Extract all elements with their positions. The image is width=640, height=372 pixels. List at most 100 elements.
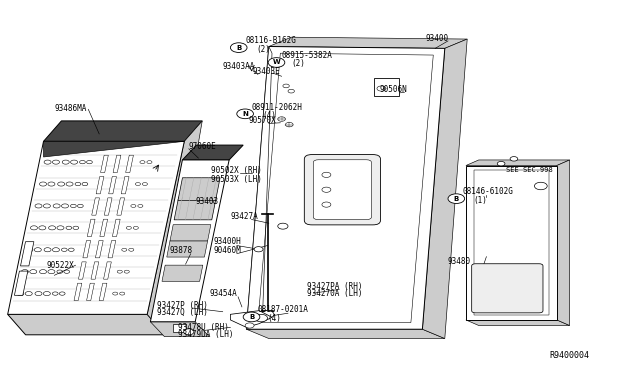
Circle shape [48,182,55,186]
Circle shape [133,226,138,229]
Polygon shape [466,320,570,326]
Text: B: B [236,45,241,51]
Polygon shape [20,242,34,266]
Circle shape [35,204,42,208]
Text: 93878: 93878 [170,246,193,255]
Circle shape [497,161,505,166]
Circle shape [230,43,247,52]
Polygon shape [121,177,129,194]
Text: B: B [249,314,254,320]
Text: 93486MA: 93486MA [54,105,87,113]
Circle shape [26,248,33,252]
Circle shape [57,270,63,273]
Circle shape [52,292,58,295]
Text: 93403: 93403 [195,198,218,206]
Circle shape [113,292,118,295]
Polygon shape [79,262,86,279]
Circle shape [70,160,77,164]
FancyBboxPatch shape [472,264,543,313]
Text: 90506N: 90506N [380,85,407,94]
Polygon shape [109,177,116,194]
FancyBboxPatch shape [305,155,380,225]
Circle shape [261,311,274,318]
Polygon shape [150,160,229,322]
Polygon shape [466,166,557,320]
Circle shape [57,226,64,230]
Circle shape [184,329,194,335]
Polygon shape [557,160,570,326]
Polygon shape [74,283,82,301]
Circle shape [534,182,547,190]
Text: (2): (2) [256,45,270,54]
Polygon shape [125,155,133,173]
Circle shape [142,183,147,186]
Circle shape [40,270,47,274]
Circle shape [322,172,331,177]
Circle shape [136,183,141,186]
Circle shape [61,204,68,208]
Circle shape [237,109,253,119]
Text: 93427PA (RH): 93427PA (RH) [307,282,363,291]
Text: SEE SEC.998: SEE SEC.998 [506,167,552,173]
Circle shape [126,226,131,229]
Circle shape [35,248,42,252]
Text: (4): (4) [262,111,276,120]
Text: 90460M: 90460M [213,246,241,255]
Text: 93427A: 93427A [230,212,258,221]
Polygon shape [113,155,121,173]
Text: 90522X: 90522X [47,261,74,270]
Circle shape [61,248,67,251]
Polygon shape [269,37,467,48]
Circle shape [129,248,134,251]
Text: 93403E: 93403E [253,67,280,76]
Circle shape [40,182,47,186]
Polygon shape [91,262,99,279]
Circle shape [82,182,88,186]
Text: 08915-5382A: 08915-5382A [282,51,332,60]
Circle shape [35,292,42,296]
Polygon shape [170,225,211,241]
Polygon shape [87,219,95,237]
Circle shape [255,314,268,322]
Circle shape [62,160,69,164]
Text: 08146-6102G: 08146-6102G [462,187,513,196]
Circle shape [25,292,32,296]
Circle shape [39,226,46,230]
Circle shape [52,248,60,252]
Polygon shape [108,241,116,258]
Circle shape [49,226,56,230]
Circle shape [147,161,152,164]
Circle shape [278,117,285,121]
Text: 08187-0201A: 08187-0201A [257,305,308,314]
Text: N: N [242,111,248,117]
Circle shape [52,160,60,164]
Polygon shape [100,219,108,237]
Circle shape [66,182,73,186]
Circle shape [44,292,51,296]
Circle shape [510,157,518,161]
Polygon shape [86,283,94,301]
Circle shape [68,248,74,251]
Circle shape [21,270,28,274]
Polygon shape [100,155,108,173]
Polygon shape [147,121,202,335]
Text: 93478U (RH): 93478U (RH) [178,323,228,332]
Circle shape [243,312,260,322]
Text: (2): (2) [291,59,305,68]
Polygon shape [117,198,125,215]
Circle shape [31,226,38,230]
Polygon shape [44,121,202,141]
Circle shape [140,161,145,164]
Text: 08911-2062H: 08911-2062H [252,103,302,112]
Circle shape [29,270,36,274]
Text: 93427Q (LH): 93427Q (LH) [157,308,207,317]
Polygon shape [174,197,216,220]
Circle shape [75,182,81,186]
Circle shape [288,89,294,93]
Circle shape [117,270,122,273]
Circle shape [48,270,55,274]
Circle shape [44,160,51,164]
Text: 934270A (LH): 934270A (LH) [307,289,363,298]
Circle shape [322,187,331,192]
Text: 93400: 93400 [426,34,449,43]
